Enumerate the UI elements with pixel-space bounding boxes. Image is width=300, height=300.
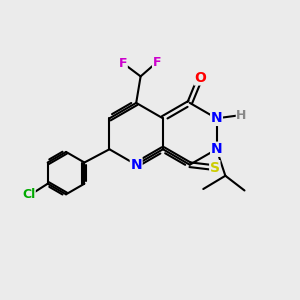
Text: N: N [211, 142, 222, 156]
Text: N: N [130, 158, 142, 172]
Text: S: S [210, 161, 220, 175]
Text: H: H [236, 109, 247, 122]
Text: N: N [211, 111, 222, 125]
Text: O: O [194, 71, 206, 85]
Text: F: F [119, 57, 127, 70]
Text: F: F [153, 56, 161, 69]
Text: Cl: Cl [22, 188, 35, 200]
